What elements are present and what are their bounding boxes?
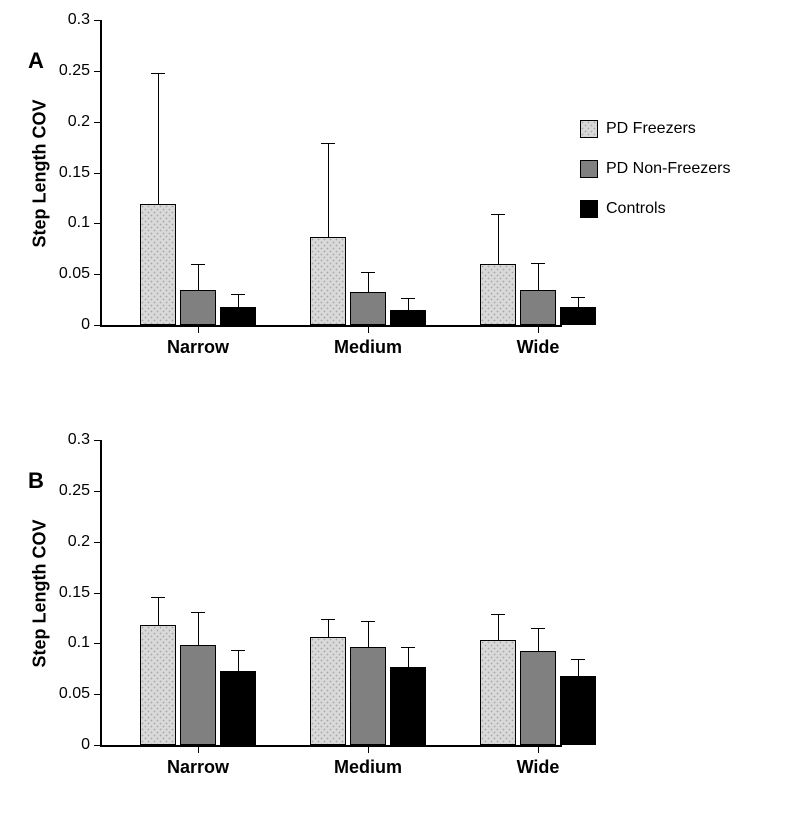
bar-narrow-freezers <box>140 204 176 325</box>
error-bar <box>328 144 329 237</box>
y-tick-label: 0.2 <box>68 533 102 551</box>
y-tick-label: 0.15 <box>59 164 102 182</box>
y-tick-label: 0.15 <box>59 584 102 602</box>
x-tick-label-narrow: Narrow <box>167 745 229 778</box>
error-bar <box>578 298 579 307</box>
figure: AStep Length COV00.050.10.150.20.250.3Na… <box>0 0 787 828</box>
error-bar <box>158 598 159 625</box>
legend-item-controls: Controls <box>580 200 730 218</box>
bar-narrow-nonfreezers <box>180 645 216 745</box>
error-bar <box>238 651 239 670</box>
error-bar <box>538 629 539 651</box>
x-tick-label-narrow: Narrow <box>167 325 229 358</box>
bar-wide-freezers <box>480 640 516 745</box>
error-bar <box>198 613 199 646</box>
x-tick-label-wide: Wide <box>517 745 560 778</box>
y-tick-label: 0.1 <box>68 214 102 232</box>
error-bar <box>158 74 159 204</box>
error-cap <box>151 597 165 598</box>
y-tick-label: 0.05 <box>59 685 102 703</box>
bar-narrow-freezers <box>140 625 176 745</box>
error-cap <box>491 214 505 215</box>
y-tick-label: 0 <box>81 736 102 754</box>
bar-wide-freezers <box>480 264 516 325</box>
bar-medium-controls <box>390 667 426 745</box>
error-bar <box>368 273 369 292</box>
legend-label-nonfreezers: PD Non-Freezers <box>606 160 730 178</box>
error-cap <box>401 647 415 648</box>
error-cap <box>151 73 165 74</box>
error-bar <box>368 622 369 647</box>
plot-B: 00.050.10.150.20.250.3NarrowMediumWide <box>100 440 562 747</box>
y-tick-label: 0.3 <box>68 431 102 449</box>
y-tick-label: 0.3 <box>68 11 102 29</box>
legend-swatch-controls <box>580 200 598 218</box>
legend-swatch-nonfreezers <box>580 160 598 178</box>
error-cap <box>321 143 335 144</box>
error-cap <box>531 263 545 264</box>
bar-wide-nonfreezers <box>520 651 556 745</box>
bar-medium-nonfreezers <box>350 292 386 325</box>
bar-medium-controls <box>390 310 426 325</box>
y-tick-label: 0.25 <box>59 482 102 500</box>
bar-wide-nonfreezers <box>520 290 556 325</box>
y-axis-label-A: Step Length COV <box>30 93 51 253</box>
legend-item-freezers: PD Freezers <box>580 120 730 138</box>
panel-label-A: A <box>28 48 44 74</box>
bar-medium-freezers <box>310 637 346 745</box>
y-tick-label: 0.1 <box>68 634 102 652</box>
plot-A: 00.050.10.150.20.250.3NarrowMediumWide <box>100 20 562 327</box>
error-cap <box>571 297 585 298</box>
error-cap <box>571 659 585 660</box>
legend-swatch-freezers <box>580 120 598 138</box>
legend: PD Freezers PD Non-Freezers Controls <box>580 120 730 240</box>
error-bar <box>408 299 409 310</box>
error-cap <box>231 650 245 651</box>
legend-label-controls: Controls <box>606 200 666 218</box>
legend-item-nonfreezers: PD Non-Freezers <box>580 160 730 178</box>
x-tick-label-medium: Medium <box>334 745 402 778</box>
error-bar <box>498 215 499 264</box>
y-tick-label: 0 <box>81 316 102 334</box>
bar-medium-nonfreezers <box>350 647 386 745</box>
error-cap <box>401 298 415 299</box>
x-tick-label-wide: Wide <box>517 325 560 358</box>
bar-narrow-controls <box>220 307 256 325</box>
error-bar <box>328 620 329 637</box>
bar-wide-controls <box>560 676 596 745</box>
y-axis-label-B: Step Length COV <box>30 513 51 673</box>
error-cap <box>231 294 245 295</box>
error-cap <box>361 272 375 273</box>
error-cap <box>361 621 375 622</box>
error-cap <box>191 612 205 613</box>
error-cap <box>321 619 335 620</box>
error-bar <box>538 264 539 290</box>
panel-label-B: B <box>28 468 44 494</box>
y-tick-label: 0.2 <box>68 113 102 131</box>
bar-narrow-controls <box>220 671 256 745</box>
error-bar <box>498 615 499 640</box>
error-bar <box>238 295 239 307</box>
error-bar <box>198 265 199 290</box>
bar-narrow-nonfreezers <box>180 290 216 325</box>
error-bar <box>408 648 409 666</box>
bar-wide-controls <box>560 307 596 325</box>
y-tick-label: 0.25 <box>59 62 102 80</box>
bar-medium-freezers <box>310 237 346 325</box>
error-cap <box>191 264 205 265</box>
y-tick-label: 0.05 <box>59 265 102 283</box>
error-cap <box>531 628 545 629</box>
x-tick-label-medium: Medium <box>334 325 402 358</box>
error-bar <box>578 660 579 676</box>
error-cap <box>491 614 505 615</box>
legend-label-freezers: PD Freezers <box>606 120 696 138</box>
